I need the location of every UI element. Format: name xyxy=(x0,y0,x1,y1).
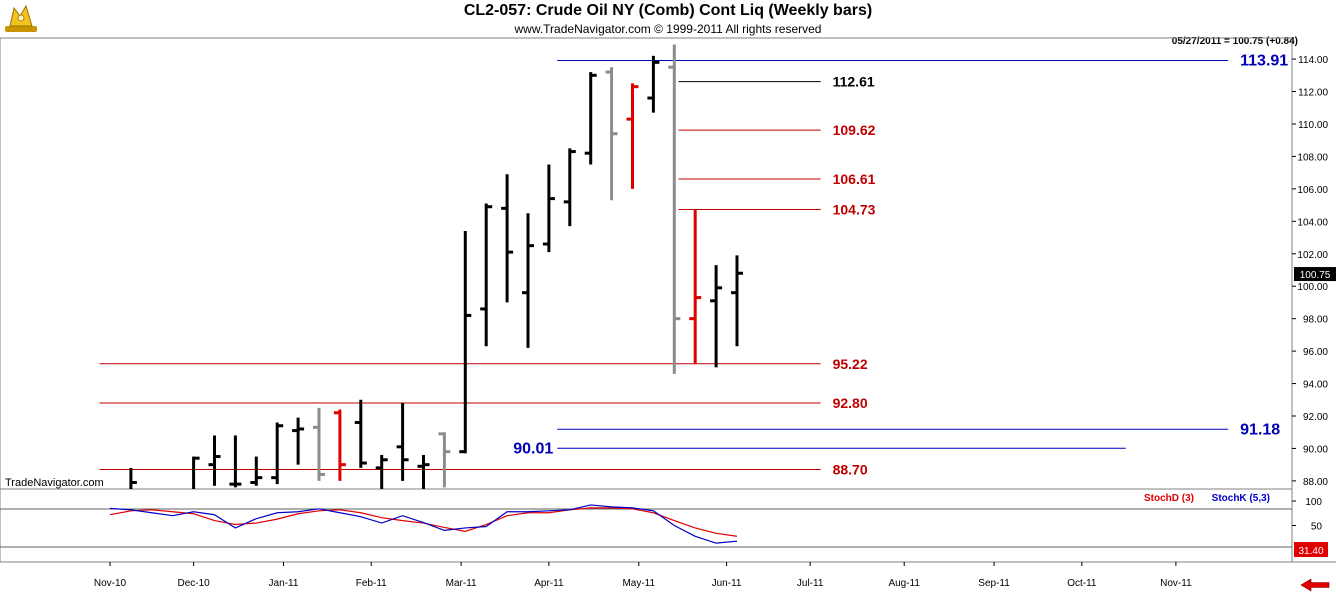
stoch-last-box xyxy=(1294,542,1328,557)
x-axis-tick-label: May-11 xyxy=(622,578,655,589)
ohlc-bar xyxy=(129,467,137,489)
ohlc-bar xyxy=(438,432,451,488)
stoch-series-line xyxy=(109,504,738,544)
last-price-stamp: 05/27/2011 = 100.75 (+0.84) xyxy=(1171,36,1298,47)
ohlc-bar xyxy=(480,203,493,347)
ohlc-bar xyxy=(563,148,576,227)
price-axis-tick-label: 112.00 xyxy=(1298,88,1328,99)
blue-level-label: 91.18 xyxy=(1240,421,1280,438)
price-axis-tick-label: 98.00 xyxy=(1303,315,1328,326)
red-level-label: 95.22 xyxy=(833,356,868,372)
red-level-label: 106.61 xyxy=(833,171,876,187)
x-axis-tick-label: Nov-10 xyxy=(94,578,127,589)
ohlc-bar xyxy=(417,454,430,489)
last-price-label: 100.75 xyxy=(1300,270,1331,281)
blue-level-label: 90.01 xyxy=(513,440,553,457)
x-axis-tick-label: Oct-11 xyxy=(1067,578,1097,589)
ohlc-bar xyxy=(459,231,472,454)
last-price-box xyxy=(1294,267,1336,282)
x-axis-tick-label: Dec-10 xyxy=(177,578,210,589)
watermark-label: TradeNavigator.com xyxy=(5,477,104,489)
ohlc-bar xyxy=(333,409,346,481)
copyright-subtitle: www.TradeNavigator.com © 1999-2011 All r… xyxy=(514,22,822,36)
black-level-label: 112.61 xyxy=(833,74,875,90)
ohlc-bar xyxy=(710,265,723,368)
x-axis-tick-label: Apr-11 xyxy=(534,578,564,589)
ohlc-bar xyxy=(731,255,743,347)
ohlc-bar xyxy=(271,422,284,485)
price-axis-tick-label: 106.00 xyxy=(1297,185,1328,196)
price-axis-tick-label: 114.00 xyxy=(1298,55,1328,66)
chart-header: CL2-057: Crude Oil NY (Comb) Cont Liq (W… xyxy=(0,0,1336,38)
x-axis-tick-label: Jan-11 xyxy=(269,578,299,589)
stoch-last-label: 31.40 xyxy=(1298,546,1323,557)
main-panel-frame xyxy=(0,37,1293,490)
ohlc-bar xyxy=(396,403,409,481)
ohlc-bar xyxy=(647,55,660,113)
scroll-left-arrow-icon[interactable] xyxy=(1300,578,1330,592)
ohlc-bar xyxy=(313,407,325,481)
x-axis-tick-label: Jul-11 xyxy=(797,578,824,589)
ohlc-bar xyxy=(626,83,639,189)
price-axis-tick-label: 108.00 xyxy=(1297,152,1328,163)
x-axis-tick-label: Aug-11 xyxy=(888,578,920,589)
ohlc-bar xyxy=(292,417,305,465)
price-axis-tick-label: 110.00 xyxy=(1298,120,1328,131)
red-level-label: 109.62 xyxy=(833,122,876,138)
ohlc-bar xyxy=(375,454,388,489)
ohlc-bar xyxy=(229,435,242,488)
price-axis-tick-label: 102.00 xyxy=(1297,250,1328,261)
legend-stochk: StochK (5,3) xyxy=(1212,493,1270,504)
ohlc-bar xyxy=(689,209,702,365)
price-axis-tick-label: 90.00 xyxy=(1303,444,1328,455)
ohlc-bar xyxy=(192,456,200,489)
ohlc-bar xyxy=(542,164,555,253)
ohlc-bar xyxy=(250,456,263,486)
ohlc-bar xyxy=(354,399,367,468)
x-axis-tick-label: Feb-11 xyxy=(356,578,387,589)
red-level-label: 104.73 xyxy=(833,201,876,217)
price-axis-tick-label: 88.00 xyxy=(1303,477,1328,488)
trade-navigator-logo-icon xyxy=(4,2,38,34)
x-axis-tick-label: Mar-11 xyxy=(446,578,477,589)
x-axis-tick-label: Nov-11 xyxy=(1160,578,1192,589)
x-axis-tick-label: Sep-11 xyxy=(978,578,1010,589)
red-level-label: 88.70 xyxy=(833,462,868,478)
red-level-label: 92.80 xyxy=(833,395,868,411)
ohlc-bar xyxy=(501,174,514,303)
blue-level-label: 113.91 xyxy=(1240,53,1288,70)
ohlc-bar xyxy=(522,213,534,348)
chart-title: CL2-057: Crude Oil NY (Comb) Cont Liq (W… xyxy=(463,2,873,19)
ohlc-bars xyxy=(129,44,743,489)
legend-stochd: StochD (3) xyxy=(1144,493,1194,504)
price-axis-tick-label: 96.00 xyxy=(1303,347,1328,358)
x-axis-tick-label: Jun-11 xyxy=(712,578,742,589)
ohlc-bar xyxy=(584,72,597,165)
price-axis-tick-label: 94.00 xyxy=(1303,380,1328,391)
ohlc-bar xyxy=(605,67,618,201)
ohlc-bar xyxy=(208,435,221,486)
price-axis-tick-label: 92.00 xyxy=(1303,412,1328,423)
price-axis-tick-label: 104.00 xyxy=(1297,217,1328,228)
ohlc-bar xyxy=(668,44,681,374)
price-axis-tick-label: 100.00 xyxy=(1297,282,1328,293)
price-axis: 88.00 90.00 92.00 94.00 96.00 98.00 100.00 102.… xyxy=(1292,55,1328,488)
stoch-axis-tick-label: 50 xyxy=(1311,522,1323,533)
oscillator-panel-frame xyxy=(0,488,1293,563)
stoch-axis-tick-label: 100 xyxy=(1305,497,1322,508)
